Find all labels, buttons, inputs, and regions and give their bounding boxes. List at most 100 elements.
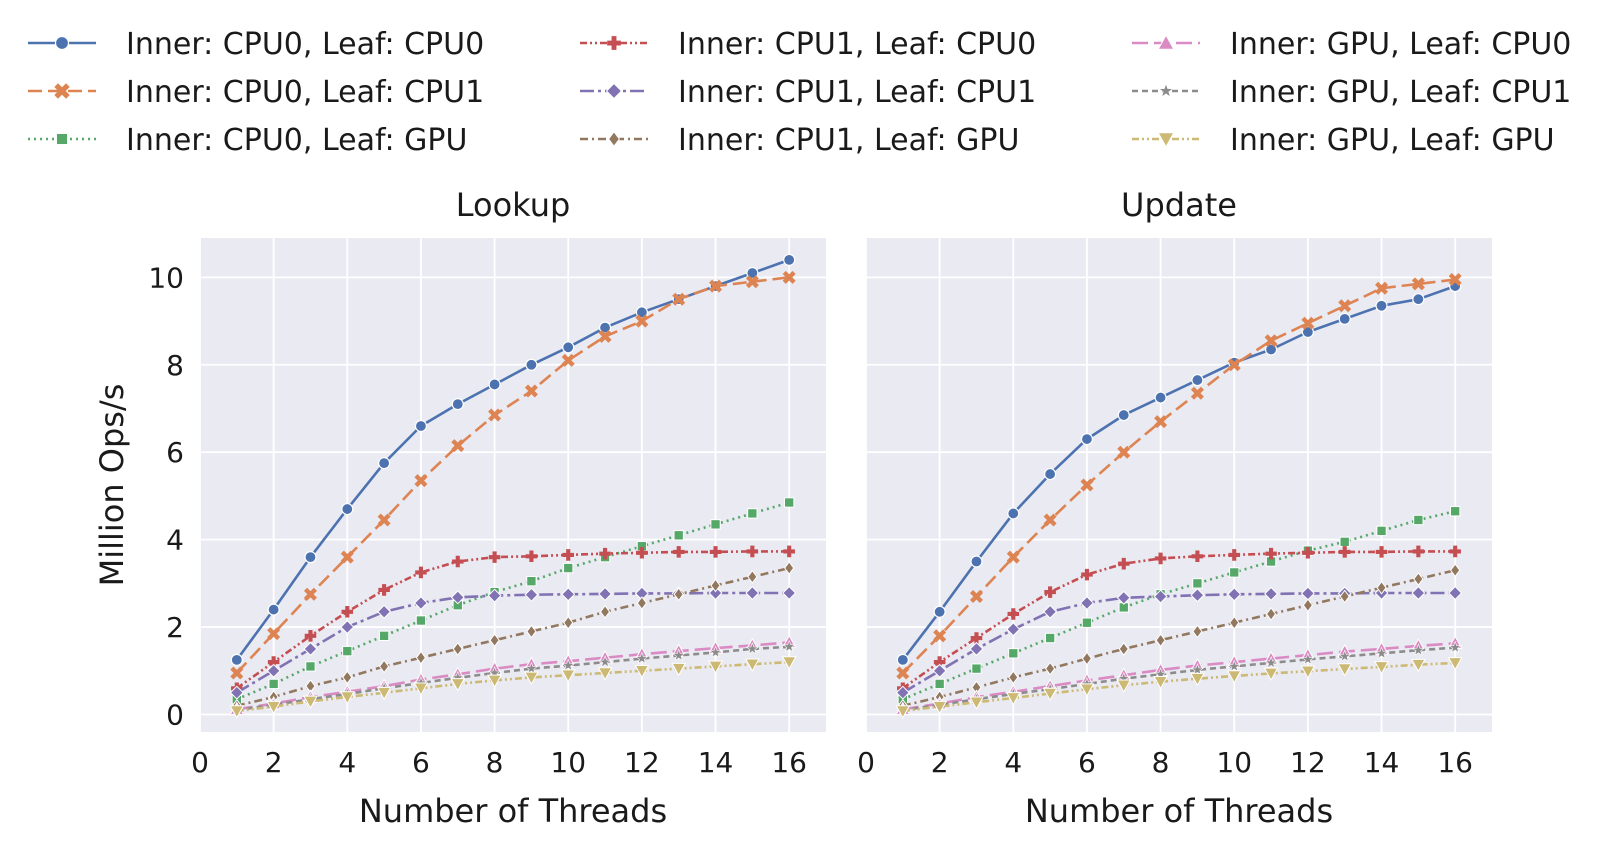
series-line	[902, 568, 1456, 708]
data-point	[561, 658, 575, 672]
series-9	[229, 656, 797, 719]
data-point	[1227, 587, 1242, 602]
data-point	[303, 587, 317, 601]
data-point	[933, 605, 946, 618]
data-point	[1411, 277, 1425, 291]
data-point	[1116, 679, 1132, 693]
legend-label: Inner: CPU1, Leaf: GPU	[678, 123, 1019, 158]
data-point	[1300, 665, 1316, 679]
data-point	[970, 632, 983, 644]
data-point	[1153, 589, 1168, 604]
data-point	[782, 639, 796, 653]
data-point	[561, 587, 576, 602]
legend-marker	[607, 36, 621, 50]
x-tick-label: 14	[1364, 746, 1400, 779]
series-9	[895, 657, 1463, 719]
data-point	[598, 329, 612, 343]
legend-label: Inner: GPU, Leaf: CPU1	[1230, 75, 1571, 110]
data-point	[1263, 667, 1279, 682]
data-point	[1117, 557, 1130, 570]
data-point	[1227, 659, 1241, 673]
data-point	[1265, 547, 1277, 560]
data-point	[340, 620, 355, 635]
data-point	[673, 530, 684, 541]
data-point	[267, 627, 281, 641]
data-point	[1005, 692, 1021, 706]
data-point	[1448, 585, 1463, 601]
data-point	[598, 586, 613, 601]
legend: Inner: CPU0, Leaf: CPU0 Inner: CPU0, Leaf…	[28, 27, 1571, 158]
x-tick-label: 8	[486, 746, 504, 779]
data-point	[378, 584, 390, 596]
legend-entry: Inner: CPU0, Leaf: CPU1	[28, 75, 484, 110]
data-point	[414, 419, 428, 433]
data-point	[1301, 316, 1315, 330]
x-tick-label: 4	[1004, 746, 1022, 779]
data-point	[710, 519, 721, 530]
data-point	[747, 508, 758, 519]
data-point	[1008, 648, 1019, 659]
gridlines	[199, 238, 826, 732]
data-point	[1450, 563, 1461, 578]
data-point	[781, 656, 797, 670]
data-point	[526, 576, 537, 587]
series-4	[897, 545, 1461, 695]
data-point	[598, 655, 612, 668]
series-line	[902, 646, 1456, 712]
x-axis-label: Number of Threads	[1025, 792, 1333, 830]
data-point	[1301, 652, 1315, 666]
data-point	[415, 650, 427, 665]
data-point	[1412, 545, 1425, 558]
series-line	[902, 642, 1456, 711]
legend-marker	[54, 83, 70, 99]
data-point	[745, 585, 760, 601]
data-point	[451, 439, 465, 453]
data-point	[526, 624, 537, 639]
series-6	[231, 561, 795, 713]
data-point	[1191, 373, 1204, 387]
legend-marker	[605, 82, 623, 100]
data-point	[523, 671, 539, 685]
series-5	[229, 585, 797, 700]
data-point	[1008, 670, 1019, 685]
x-tick-label: 16	[1437, 746, 1473, 779]
data-point	[1006, 550, 1020, 564]
data-point	[1413, 514, 1424, 526]
data-point	[1375, 299, 1388, 312]
data-point	[488, 378, 501, 391]
legend-label: Inner: CPU0, Leaf: GPU	[126, 123, 467, 158]
panel-lookup: 0 2 4 6 8 10 12 14 16 0 2 4 6 8 10 Lookup Number of Thre…	[148, 186, 826, 830]
data-point	[1189, 672, 1205, 687]
series-line	[901, 278, 1456, 674]
legend-marker	[55, 132, 69, 146]
data-point	[489, 633, 500, 648]
legend-label: Inner: CPU1, Leaf: CPU0	[678, 27, 1036, 62]
legend-entry: Inner: CPU0, Leaf: CPU0	[28, 27, 484, 62]
data-point	[635, 651, 649, 665]
y-axis-label: Million Ops/s	[93, 384, 131, 587]
data-point	[969, 641, 984, 656]
panel-title: Lookup	[456, 186, 571, 224]
data-point	[896, 653, 909, 666]
data-point	[969, 696, 984, 710]
data-point	[1337, 663, 1353, 677]
data-point	[1338, 649, 1352, 663]
series-line	[902, 550, 1456, 690]
series-1	[896, 279, 1462, 666]
data-point	[896, 666, 910, 680]
data-point	[303, 641, 318, 656]
data-point	[1043, 513, 1057, 527]
y-tick-label: 0	[166, 699, 184, 732]
data-point	[970, 555, 983, 568]
series-line	[236, 641, 790, 711]
data-point	[969, 589, 983, 603]
data-point	[1448, 273, 1462, 287]
data-point	[268, 678, 279, 690]
data-point	[1450, 506, 1461, 517]
data-point	[1339, 536, 1350, 548]
data-point	[563, 562, 574, 574]
series-line	[236, 566, 790, 708]
x-tick-label: 0	[857, 746, 875, 779]
data-point	[1190, 663, 1205, 676]
